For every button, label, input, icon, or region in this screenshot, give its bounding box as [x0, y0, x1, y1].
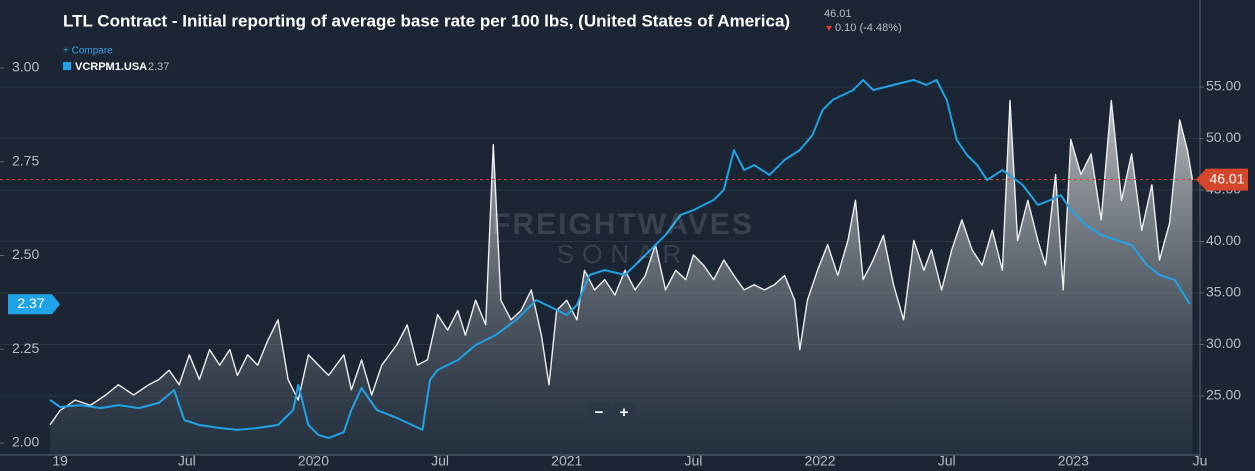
last-value-flag [1196, 168, 1248, 191]
series-line [49, 79, 1191, 440]
zoom-in-button[interactable] [613, 403, 635, 423]
series-line [49, 99, 1194, 426]
last-value-label: 2.37 [17, 295, 44, 311]
y-tick-label: 2.00 [12, 434, 39, 450]
last-value-label: 46.01 [1209, 170, 1244, 186]
y2-tick-label: 35.00 [1206, 284, 1241, 300]
legend-name: VCRPM1.USA [75, 61, 147, 73]
plot-area [0, 79, 1200, 456]
x-tick-label: Ju [1193, 453, 1208, 469]
y2-tick-label: 50.00 [1206, 129, 1241, 145]
x-tick-label: Jul [431, 453, 449, 469]
down-arrow [826, 26, 832, 31]
y2-tick-label: 55.00 [1206, 78, 1241, 94]
x-tick-label: 2023 [1058, 453, 1089, 469]
x-tick-label: Jul [178, 453, 196, 469]
last-value-flag [8, 294, 60, 315]
compare-button[interactable]: + Compare [63, 46, 113, 57]
x-tick-label: 2022 [804, 453, 835, 469]
x-tick-label: Jul [684, 453, 702, 469]
y2-tick-label: 30.00 [1206, 335, 1241, 351]
y-tick-label: 2.50 [12, 246, 39, 262]
zoom-in-label[interactable]: + [620, 404, 629, 421]
x-tick-label: 2021 [551, 453, 582, 469]
x-tick-label: 2020 [298, 453, 329, 469]
y-tick-label: 2.25 [12, 340, 39, 356]
y-tick-label: 2.75 [12, 152, 39, 168]
chart-title: LTL Contract - Initial reporting of aver… [63, 11, 790, 30]
watermark: SONAR [557, 239, 689, 269]
zoom-out-button[interactable] [588, 403, 610, 423]
axes: 25.0030.0035.0040.0045.0050.0055.002.002… [0, 59, 1248, 469]
header-value: 46.01 [824, 8, 852, 20]
legend-value: 2.37 [148, 61, 169, 73]
legend-swatch [63, 62, 71, 70]
x-tick-label: 19 [52, 453, 68, 469]
y-tick-label: 3.00 [12, 59, 39, 75]
zoom-out-label[interactable]: − [595, 404, 604, 421]
header-change: 0.10 (-4.48%) [835, 22, 902, 34]
y2-tick-label: 25.00 [1206, 387, 1241, 403]
y2-tick-label: 40.00 [1206, 232, 1241, 248]
watermark: FREIGHTWAVES [492, 208, 754, 241]
x-tick-label: Jul [938, 453, 956, 469]
